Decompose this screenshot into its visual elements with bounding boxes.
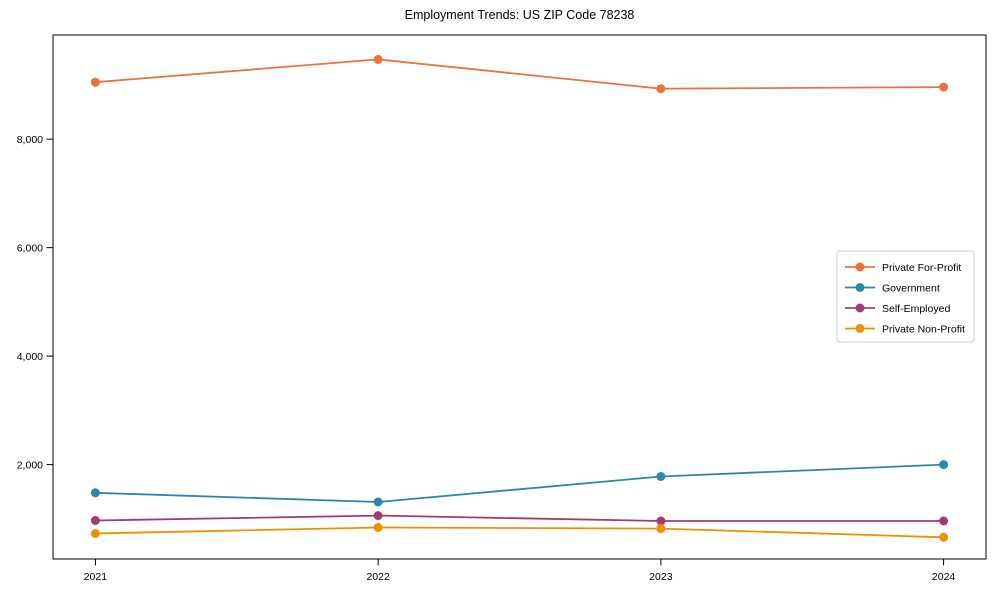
legend-label-government: Government	[882, 282, 940, 294]
chart-title: Employment Trends: US ZIP Code 78238	[404, 8, 635, 22]
data-point-private-for-profit	[373, 54, 383, 64]
legend-marker-private-for-profit	[855, 262, 865, 272]
data-point-private-for-profit	[939, 82, 949, 92]
data-point-private-for-profit	[90, 77, 100, 87]
x-axis-tick-label: 2022	[366, 571, 390, 583]
legend-label-self-employed: Self-Employed	[882, 303, 950, 315]
data-point-government	[939, 460, 949, 470]
y-axis-tick-label: 8,000	[17, 134, 43, 146]
data-point-private-non-profit	[373, 523, 383, 532]
plot-border	[52, 34, 987, 560]
y-axis-tick-label: 4,000	[17, 351, 43, 363]
data-point-self-employed	[373, 511, 383, 521]
series-line-government	[94, 463, 945, 503]
data-point-private-for-profit	[656, 84, 666, 94]
x-axis-tick-label: 2023	[649, 571, 673, 583]
data-point-private-non-profit	[90, 529, 100, 538]
legend-marker-government	[855, 283, 865, 292]
series-line-private-for-profit	[94, 58, 945, 90]
data-point-government	[90, 488, 100, 498]
legend-marker-private-non-profit	[855, 324, 865, 333]
legend-label-private-for-profit: Private For-Profit	[882, 262, 961, 274]
data-point-self-employed	[90, 516, 100, 525]
x-axis-tick-label: 2021	[84, 571, 108, 583]
legend-box	[836, 250, 975, 343]
data-point-self-employed	[939, 516, 949, 526]
y-axis-tick-label: 6,000	[17, 242, 43, 254]
data-point-private-non-profit	[656, 524, 666, 534]
legend-marker-self-employed	[855, 303, 865, 313]
data-point-self-employed	[656, 516, 666, 526]
series-line-self-employed	[94, 514, 945, 522]
x-axis-tick-label: 2024	[932, 571, 956, 583]
data-point-government	[656, 472, 666, 481]
legend-label-private-non-profit: Private Non-Profit	[882, 323, 965, 335]
data-point-private-non-profit	[939, 532, 949, 542]
data-point-government	[373, 497, 383, 507]
y-axis-tick-label: 2,000	[17, 459, 43, 471]
series-line-private-non-profit	[94, 526, 945, 539]
